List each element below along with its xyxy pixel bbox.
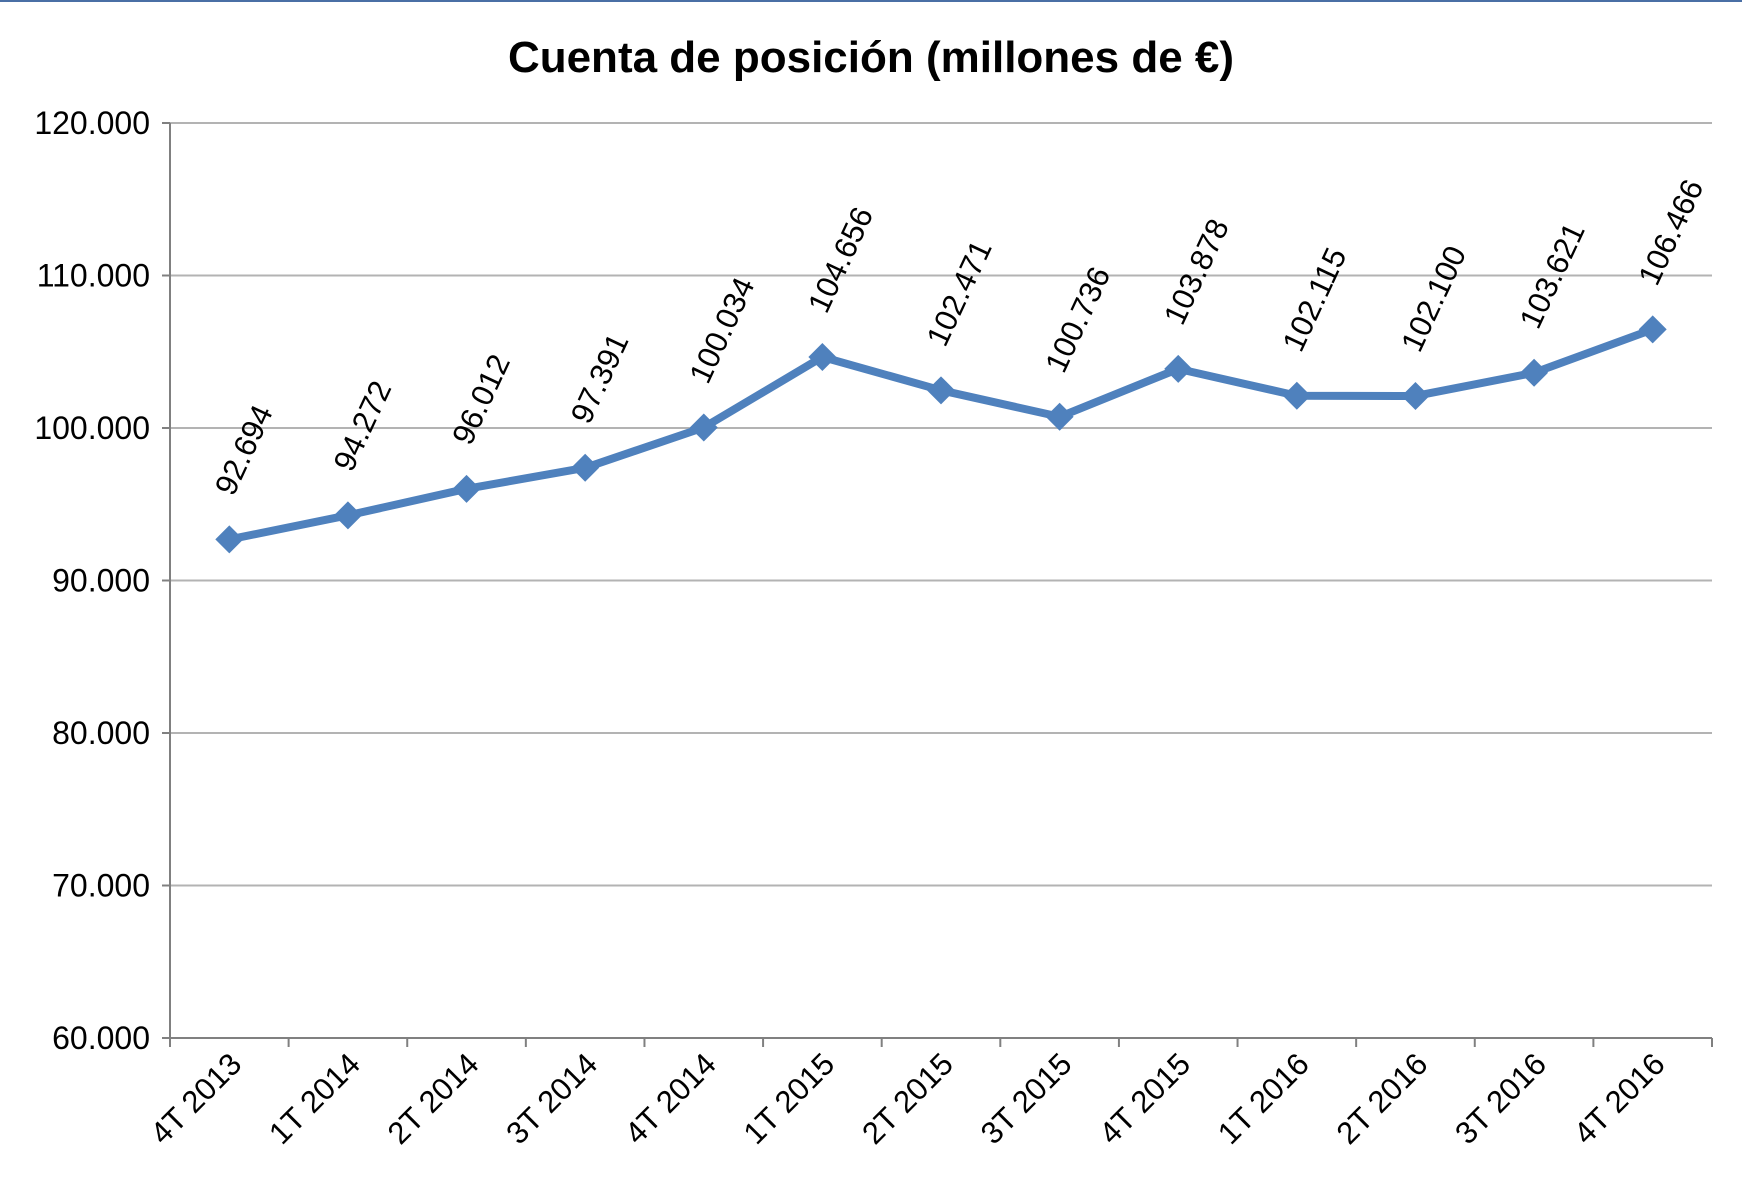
series-line xyxy=(228,325,1655,544)
data-label: 100.034 xyxy=(682,272,761,388)
data-point-marker xyxy=(1045,402,1074,431)
data-label: 106.466 xyxy=(1631,174,1710,290)
x-tick-label: 3T 2015 xyxy=(974,1046,1079,1151)
y-tick-label: 100.000 xyxy=(34,410,150,446)
data-point-marker xyxy=(1282,381,1311,410)
data-point-marker xyxy=(215,525,244,554)
y-tick-label: 80.000 xyxy=(52,715,150,751)
data-point-marker xyxy=(571,453,600,482)
y-tick-label: 60.000 xyxy=(52,1020,150,1056)
data-point-marker xyxy=(1401,381,1430,410)
series-path xyxy=(228,325,1655,544)
x-tick-label: 1T 2015 xyxy=(737,1046,842,1151)
x-tick-label: 2T 2015 xyxy=(855,1046,960,1151)
data-point-marker xyxy=(1520,358,1549,387)
data-label: 100.736 xyxy=(1038,261,1117,377)
data-point-marker xyxy=(1164,354,1193,383)
y-tick-label: 90.000 xyxy=(52,563,150,599)
data-point-marker xyxy=(452,474,481,503)
data-point-marker xyxy=(333,501,362,530)
data-point-marker xyxy=(1638,315,1667,344)
chart-title: Cuenta de posición (millones de €) xyxy=(508,33,1234,82)
y-tick-label: 110.000 xyxy=(37,258,150,294)
y-axis-ticks: 60.000 70.000 80.000 90.000 100.000 110.000 12… xyxy=(34,105,170,1056)
x-tick-label: 4T 2014 xyxy=(618,1046,723,1151)
x-tick-label: 2T 2014 xyxy=(381,1046,486,1151)
data-label: 94.272 xyxy=(327,376,399,477)
data-label: 103.878 xyxy=(1157,213,1236,329)
data-labels: 92.694 94.272 96.012 97.391 100.034 104.656 10… xyxy=(208,174,1710,500)
x-tick-label: 3T 2014 xyxy=(499,1046,604,1151)
data-label: 102.471 xyxy=(920,235,999,351)
gridlines xyxy=(170,122,1712,887)
x-axis-ticks: 4T 2013 1T 2014 2T 2014 3T 2014 4T 2014 1T 20… xyxy=(143,1038,1713,1151)
data-point-marker xyxy=(927,376,955,405)
data-label: 104.656 xyxy=(801,202,880,318)
x-tick-label: 4T 2013 xyxy=(143,1046,248,1151)
x-tick-label: 1T 2016 xyxy=(1211,1046,1316,1151)
y-tick-label: 70.000 xyxy=(52,868,150,904)
data-label: 96.012 xyxy=(445,349,517,450)
data-point-marker xyxy=(808,342,837,371)
data-label: 97.391 xyxy=(564,328,636,429)
data-label: 92.694 xyxy=(208,400,280,501)
x-tick-label: 4T 2016 xyxy=(1567,1046,1672,1151)
y-tick-label: 120.000 xyxy=(34,105,150,141)
series-markers xyxy=(215,315,1667,554)
top-border xyxy=(0,0,1742,2)
data-label: 102.115 xyxy=(1275,242,1353,356)
data-label: 102.100 xyxy=(1394,241,1473,357)
x-tick-label: 3T 2016 xyxy=(1448,1046,1553,1151)
x-tick-label: 1T 2014 xyxy=(262,1046,367,1151)
x-tick-label: 2T 2016 xyxy=(1330,1046,1435,1151)
x-tick-label: 4T 2015 xyxy=(1092,1046,1197,1151)
data-point-marker xyxy=(689,413,718,442)
